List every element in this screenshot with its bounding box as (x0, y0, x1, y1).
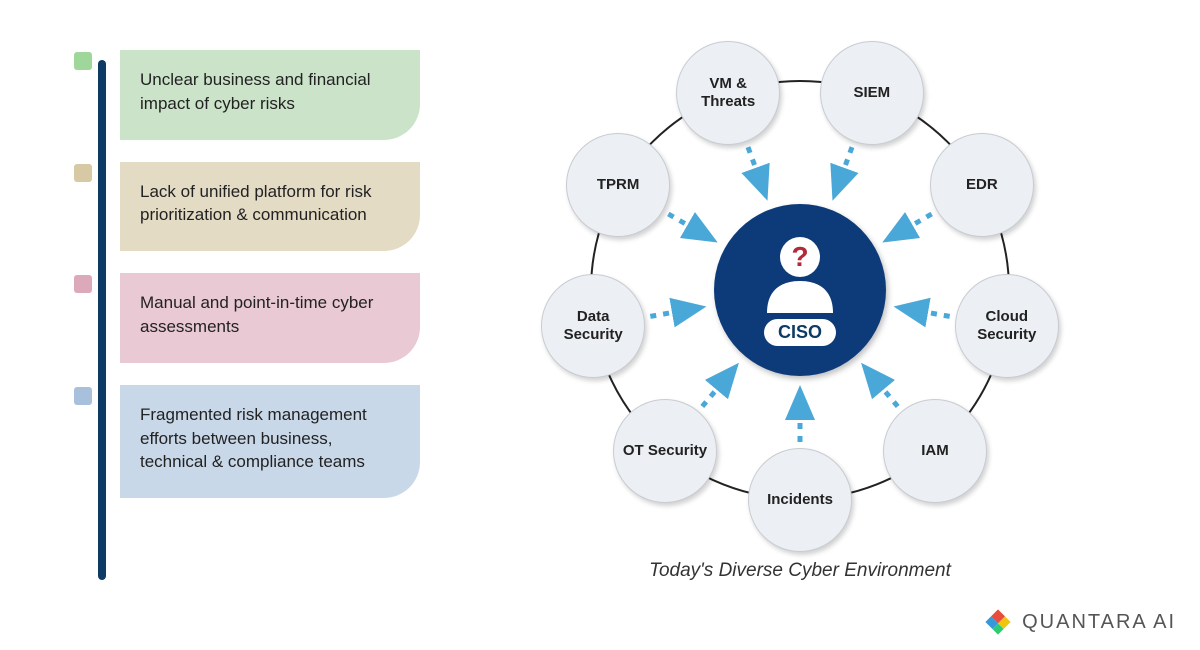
quantara-icon (984, 608, 1012, 636)
ciso-center-node: ? CISO (714, 204, 886, 376)
timeline-marker (74, 164, 92, 182)
domain-node: Incidents (748, 448, 852, 552)
ciso-label: CISO (764, 319, 836, 346)
inflow-arrow (887, 214, 932, 240)
challenge-card: Manual and point-in-time cyber assessmen… (120, 273, 420, 363)
challenge-item: Fragmented risk management efforts betwe… (80, 385, 420, 498)
diagram-caption: Today's Diverse Cyber Environment (600, 560, 1000, 582)
challenge-item: Unclear business and financial impact of… (80, 50, 420, 140)
inflow-arrow (650, 307, 701, 316)
domain-node: VM & Threats (676, 41, 780, 145)
inflow-arrow (668, 214, 713, 240)
timeline-marker (74, 275, 92, 293)
timeline-marker (74, 387, 92, 405)
domain-node: SIEM (820, 41, 924, 145)
domain-node: IAM (883, 399, 987, 503)
challenge-card: Fragmented risk management efforts betwe… (120, 385, 420, 498)
inflow-arrow (834, 147, 852, 196)
ciso-diagram: SIEMEDR Cloud Security IAM Incidents OT Secu… (520, 30, 1080, 590)
domain-node: OT Security (613, 399, 717, 503)
inflow-arrow (864, 367, 897, 407)
brand-logo: QUANTARA AI (984, 608, 1176, 636)
challenge-item: Lack of unified platform for risk priori… (80, 162, 420, 252)
domain-node: Data Security (541, 274, 645, 378)
inflow-arrow (702, 367, 735, 407)
domain-node: TPRM (566, 133, 670, 237)
inflow-arrow (748, 147, 766, 196)
timeline-marker (74, 52, 92, 70)
svg-text:?: ? (791, 241, 808, 272)
person-question-icon: ? (755, 235, 845, 313)
inflow-arrow (898, 307, 949, 316)
domain-node: EDR (930, 133, 1034, 237)
challenge-item: Manual and point-in-time cyber assessmen… (80, 273, 420, 363)
domain-node: Cloud Security (955, 274, 1059, 378)
challenges-list: Unclear business and financial impact of… (80, 50, 420, 520)
challenge-card: Lack of unified platform for risk priori… (120, 162, 420, 252)
brand-text: QUANTARA AI (1022, 611, 1176, 634)
challenge-card: Unclear business and financial impact of… (120, 50, 420, 140)
